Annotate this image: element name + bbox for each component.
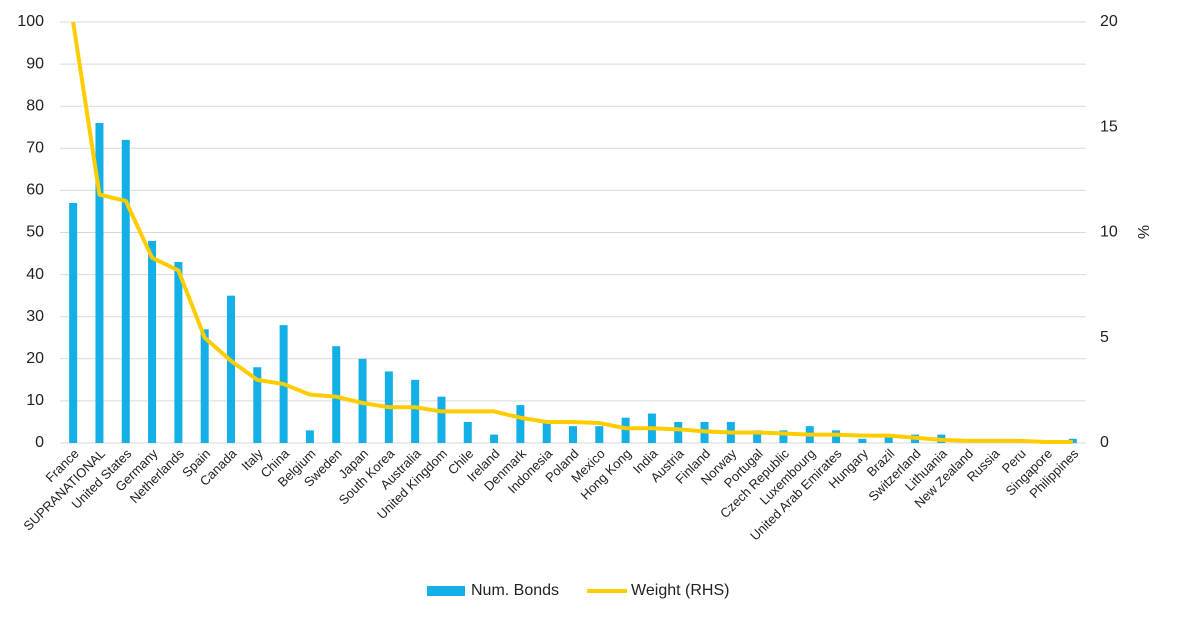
bar — [674, 421, 683, 443]
y2-tick-label: 20 — [1100, 13, 1118, 30]
bar — [411, 379, 420, 443]
bar — [621, 417, 630, 443]
bar — [753, 430, 762, 443]
bar — [121, 139, 130, 443]
y-tick-label: 20 — [26, 350, 44, 367]
bar — [858, 438, 867, 443]
line — [71, 21, 1073, 444]
y2-axis-label: % — [1134, 225, 1151, 239]
bar — [490, 434, 499, 443]
legend-swatch — [427, 586, 465, 596]
y-tick-label: 70 — [26, 140, 44, 157]
y-tick-label: 30 — [26, 308, 44, 325]
y-tick-label: 80 — [26, 97, 44, 114]
bar — [884, 434, 893, 443]
bar — [358, 358, 367, 443]
y-tick-label: 90 — [26, 55, 44, 72]
bar — [542, 421, 551, 443]
y-tick-label: 40 — [26, 266, 44, 283]
bar — [227, 295, 235, 443]
bar — [569, 426, 577, 443]
bar — [779, 430, 788, 443]
y-tick-label: 50 — [26, 224, 44, 241]
bar — [332, 346, 341, 443]
y-tick-label: 100 — [17, 13, 44, 30]
y-tick-label: 10 — [26, 392, 44, 409]
bar — [253, 367, 262, 443]
bar — [148, 240, 157, 443]
bar — [200, 329, 209, 443]
y2-tick-label: 0 — [1100, 434, 1109, 451]
bar — [516, 405, 525, 443]
bar — [832, 430, 841, 443]
legend-label: Num. Bonds — [471, 582, 559, 599]
y-tick-label: 0 — [35, 434, 44, 451]
bar — [95, 123, 104, 443]
bar — [595, 426, 604, 443]
y2-tick-label: 5 — [1100, 329, 1109, 346]
bar — [69, 203, 78, 443]
bar — [437, 396, 446, 443]
y-tick-label: 60 — [26, 182, 44, 199]
y2-tick-label: 15 — [1100, 118, 1118, 135]
bar — [463, 421, 472, 443]
y2-tick-label: 10 — [1100, 224, 1118, 241]
bar — [305, 430, 314, 443]
bar — [174, 261, 183, 443]
legend-label: Weight (RHS) — [631, 582, 729, 599]
